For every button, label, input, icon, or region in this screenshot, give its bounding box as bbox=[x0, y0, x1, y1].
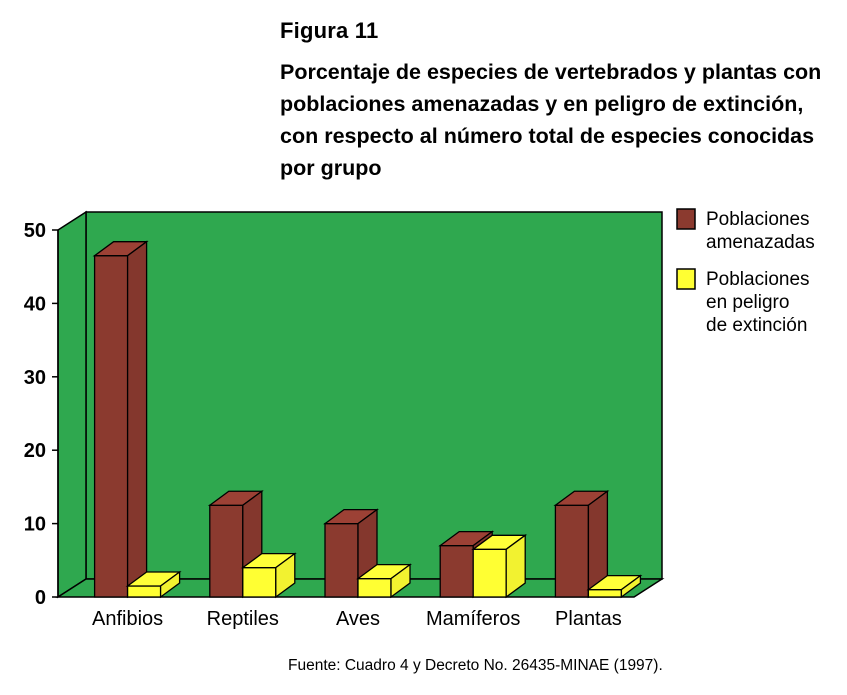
bars bbox=[92, 240, 643, 599]
bar-front bbox=[93, 255, 129, 598]
x-tick-label: Plantas bbox=[555, 608, 622, 630]
bar-aves-peligro bbox=[356, 563, 412, 599]
y-tick-label: 50 bbox=[24, 220, 46, 242]
legend-swatch bbox=[676, 208, 696, 230]
legend-label: Poblaciones bbox=[706, 209, 810, 230]
bar-side bbox=[275, 552, 296, 599]
plot-side-wall bbox=[57, 210, 87, 599]
legend-label: en peligro bbox=[706, 292, 789, 313]
chart-title: Porcentaje de especies de vertebrados y … bbox=[280, 60, 822, 180]
x-tick-label: Reptiles bbox=[207, 608, 279, 630]
bar-anfibios-amenazadas bbox=[92, 240, 149, 599]
bar-front bbox=[324, 522, 359, 598]
y-tick-label: 20 bbox=[24, 440, 46, 462]
legend-label: de extinción bbox=[706, 315, 807, 336]
bar-side bbox=[620, 574, 642, 599]
y-axis: 0 10 20 30 40 50 bbox=[24, 220, 59, 609]
bar-side bbox=[159, 570, 181, 599]
bar-plantas-amenazadas bbox=[553, 489, 610, 599]
bar-front bbox=[126, 585, 162, 598]
x-tick-label: Anfibios bbox=[92, 608, 163, 630]
legend-label: Poblaciones bbox=[706, 269, 810, 290]
y-tick-label: 0 bbox=[35, 587, 46, 609]
bar-front bbox=[472, 548, 507, 598]
bar-mamíferos-peligro bbox=[471, 534, 528, 599]
y-tick-label: 30 bbox=[24, 367, 46, 389]
bar-side bbox=[126, 240, 148, 599]
bar-front bbox=[554, 504, 590, 598]
x-tick-label: Aves bbox=[336, 608, 380, 630]
x-axis: Anfibios Reptiles Aves Mamíferos Plantas bbox=[92, 608, 622, 630]
y-tick-label: 40 bbox=[24, 293, 46, 315]
figure-label: Figura 11 bbox=[280, 18, 379, 43]
bar-side bbox=[390, 563, 411, 599]
bar-side bbox=[505, 534, 526, 599]
bar-front bbox=[357, 578, 392, 598]
bar-reptiles-peligro bbox=[240, 552, 297, 599]
bar-front bbox=[587, 589, 623, 598]
bar-plantas-peligro bbox=[586, 574, 643, 599]
legend-label: amenazadas bbox=[706, 232, 815, 253]
bar-front bbox=[242, 566, 277, 598]
bar-front bbox=[439, 544, 474, 598]
y-tick-label: 10 bbox=[24, 514, 46, 536]
source-note: Fuente: Cuadro 4 y Decreto No. 26435-MIN… bbox=[288, 657, 663, 674]
x-tick-label: Mamíferos bbox=[426, 608, 520, 630]
legend-swatch bbox=[676, 268, 696, 290]
bar-anfibios-peligro bbox=[125, 570, 182, 599]
bar-front bbox=[209, 504, 244, 598]
